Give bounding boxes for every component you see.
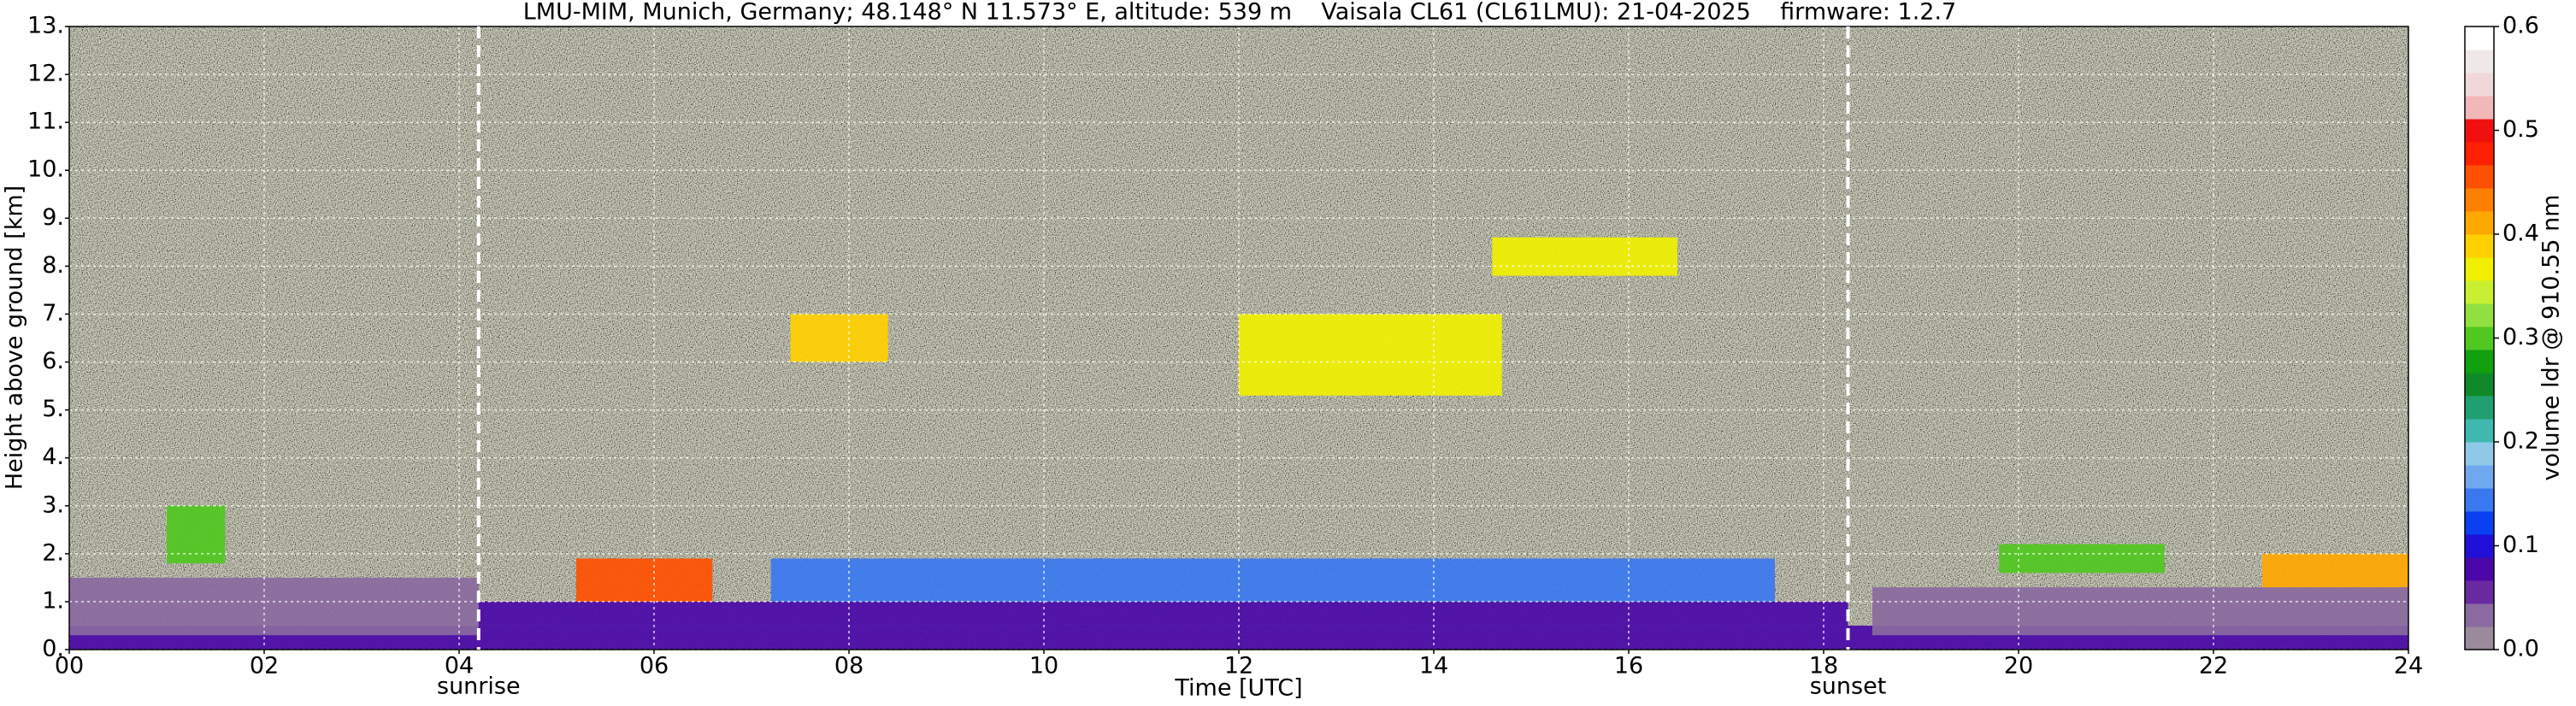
y-tick-label: 2. [42,539,64,566]
x-tick-label: 20 [2004,653,2033,680]
colorbar-swatch [2465,627,2494,650]
y-tick-label: 11. [27,109,64,135]
ldr-region [1492,237,1677,276]
chart-title: LMU-MIM, Munich, Germany; 48.148° N 11.5… [523,0,1957,26]
colorbar-swatch [2465,373,2494,397]
grid [68,26,2409,650]
x-tick-label: 22 [2199,653,2228,680]
colorbar-swatch [2465,234,2494,258]
x-tick-label: 14 [1419,653,1448,680]
x-axis-label: Time [UTC] [1174,675,1302,702]
colorbar-tick-label: 0.3 [2502,324,2539,350]
y-tick-label: 6. [42,348,64,374]
ldr-region [478,601,1848,626]
ldr-region [575,558,713,602]
y-tick-label: 7. [42,300,64,327]
colorbar-swatch [2465,73,2494,97]
colorbar-swatch [2465,280,2494,304]
colorbar-swatch [2465,327,2494,350]
ldr-region [167,505,226,564]
colorbar-tick-label: 0.5 [2502,116,2539,143]
colorbar-swatch [2465,96,2494,120]
colorbar-swatch [2465,26,2494,50]
colorbar-swatch [2465,557,2494,581]
colorbar-swatch [2465,211,2494,235]
y-tick-label: 5. [42,396,64,422]
y-axis-label: Height above ground [km] [2,185,28,490]
colorbar-swatch [2465,188,2494,212]
x-tick-label: 08 [834,653,864,680]
ldr-region [69,577,479,636]
colorbar-swatch [2465,50,2494,74]
x-tick-label: 24 [2394,653,2423,680]
ldr-region [1239,314,1502,396]
x-tick-label: 18 [1809,653,1838,680]
annotation-label: sunrise [437,674,521,700]
colorbar-tick-label: 0.4 [2502,221,2539,247]
colorbar-swatch [2465,488,2494,512]
y-tick-label: 3. [42,491,64,518]
colorbar-swatch [2465,350,2494,374]
y-tick-label: 10. [27,156,64,183]
colorbar-swatch [2465,580,2494,604]
annotation-label: sunset [1810,674,1887,700]
colorbar-swatch [2465,165,2494,189]
colorbar-tick-label: 0.6 [2502,13,2539,39]
x-tick-label: 16 [1614,653,1643,680]
ldr-region [1999,544,2165,574]
x-tick-label: 02 [250,653,279,680]
ldr-region [770,558,1775,602]
y-tick-label: 1. [42,587,64,614]
ldr-region [1872,587,2408,636]
y-tick-label: 0. [42,636,64,662]
colorbar-swatch [2465,396,2494,420]
colorbar-swatch [2465,257,2494,281]
colorbar-tick-label: 0.0 [2502,636,2539,662]
colorbar-swatch [2465,142,2494,166]
x-tick-label: 06 [640,653,669,680]
y-tick-label: 8. [42,252,64,279]
x-tick-label: 10 [1029,653,1058,680]
y-tick-label: 12. [27,61,64,87]
colorbar-tick-label: 0.2 [2502,428,2539,455]
x-tick-label: 00 [55,653,84,680]
colorbar-swatch [2465,534,2494,558]
ldr-region [2262,553,2408,588]
colorbar-swatch [2465,419,2494,443]
y-tick-label: 4. [42,444,64,470]
x-tick-label: 12 [1224,653,1253,680]
x-tick-label: 04 [445,653,474,680]
colorbar-swatch [2465,303,2494,327]
y-tick-label: 13. [27,13,64,39]
colorbar-tick-label: 0.1 [2502,532,2539,558]
colorbar-label: volume ldr @ 910.55 nm [2538,195,2565,481]
colorbar-swatch [2465,603,2494,627]
colorbar-swatch [2465,465,2494,489]
y-tick-label: 9. [42,204,64,231]
ldr-region [790,314,888,362]
colorbar-swatch [2465,442,2494,466]
colorbar-swatch [2465,119,2494,143]
colorbar-swatch [2465,511,2494,535]
